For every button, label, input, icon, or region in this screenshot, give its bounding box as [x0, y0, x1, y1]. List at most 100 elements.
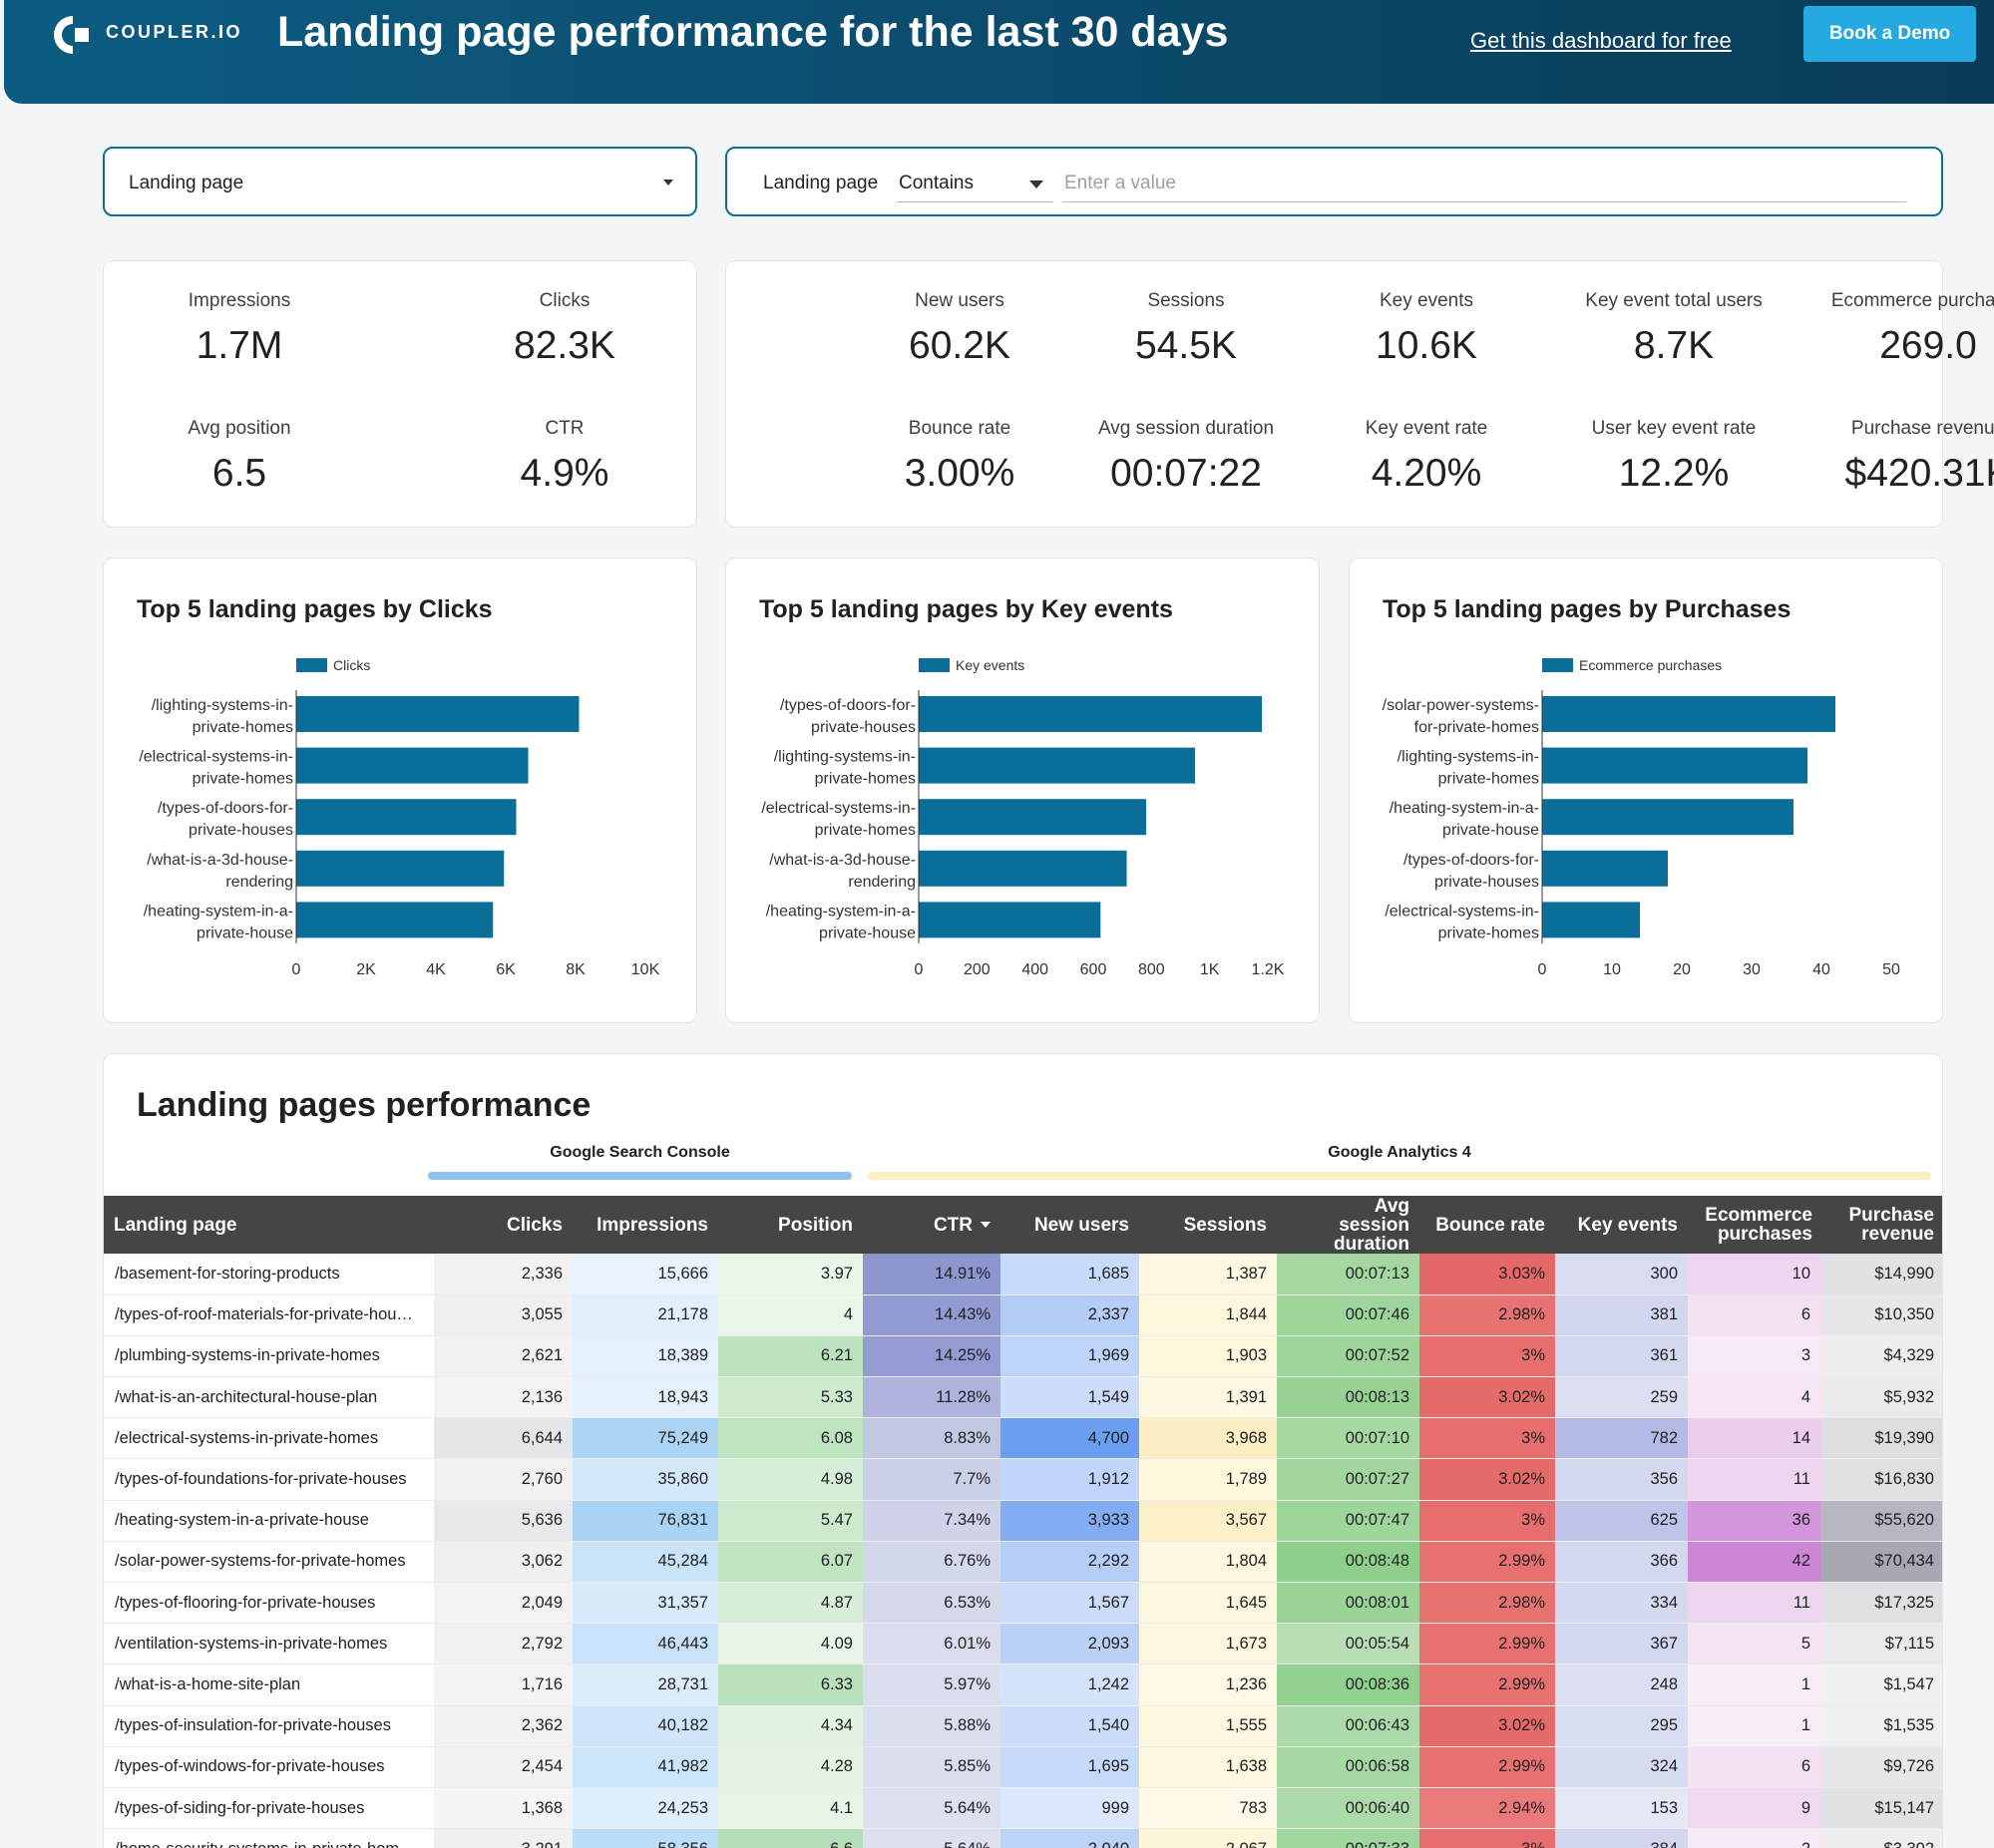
cell-key-events: 384	[1555, 1828, 1688, 1848]
cell-key-events: 356	[1555, 1458, 1688, 1501]
cell-ecommerce-purchases: 1	[1688, 1705, 1820, 1747]
cell-ctr: 5.64%	[863, 1828, 1000, 1848]
cell-purchase-revenue: $15,147	[1820, 1787, 1942, 1830]
x-tick-label: 0	[292, 961, 301, 978]
table-row[interactable]: /types-of-flooring-for-private-houses 2,0…	[104, 1582, 1942, 1625]
table-row[interactable]: /electrical-systems-in-private-homes 6,64…	[104, 1417, 1942, 1460]
table-row[interactable]: /types-of-insulation-for-private-houses 2…	[104, 1705, 1942, 1747]
cell-new-users: 4,700	[1000, 1417, 1139, 1460]
cell-impressions: 28,731	[573, 1663, 718, 1706]
col-header-clicks[interactable]: Clicks	[434, 1196, 573, 1254]
kpi-ctr: CTR 4.9%	[445, 418, 684, 496]
category-label: /types-of-doors-for-	[1403, 852, 1539, 869]
table-row[interactable]: /what-is-an-architectural-house-plan 2,13…	[104, 1376, 1942, 1419]
cell-bounce-rate: 3%	[1419, 1335, 1555, 1378]
cell-ctr: 8.83%	[863, 1417, 1000, 1460]
x-tick-label: 10K	[631, 961, 660, 978]
cell-sessions: 1,844	[1139, 1294, 1277, 1336]
col-header-new-users[interactable]: New users	[1000, 1196, 1139, 1254]
cell-position: 6.33	[718, 1663, 863, 1706]
condition-value: Contains	[899, 173, 974, 193]
cell-clicks: 1,368	[434, 1787, 573, 1830]
cell-landing-page: /types-of-foundations-for-private-houses	[104, 1458, 434, 1501]
col-header-landing-page[interactable]: Landing page	[104, 1196, 434, 1254]
cell-ctr: 6.01%	[863, 1623, 1000, 1665]
table-row[interactable]: /types-of-windows-for-private-houses 2,45…	[104, 1746, 1942, 1788]
kpi-label: Key event rate	[1365, 418, 1488, 439]
landing-page-dropdown[interactable]: Landing page	[103, 147, 697, 216]
cell-new-users: 1,242	[1000, 1663, 1139, 1706]
cell-position: 4.34	[718, 1705, 863, 1747]
table-row[interactable]: /types-of-foundations-for-private-houses…	[104, 1458, 1942, 1501]
x-tick-label: 200	[964, 961, 991, 978]
get-dashboard-link[interactable]: Get this dashboard for free	[1470, 28, 1732, 53]
col-header-avg-session-duration[interactable]: Avg session duration	[1277, 1196, 1419, 1254]
col-header-position[interactable]: Position	[718, 1196, 863, 1254]
filter-field-label: Landing page	[763, 173, 879, 193]
category-label: private-homes	[1438, 924, 1539, 941]
col-header-sessions[interactable]: Sessions	[1139, 1196, 1277, 1254]
table-row[interactable]: /ventilation-systems-in-private-homes 2,7…	[104, 1623, 1942, 1665]
cell-new-users: 2,292	[1000, 1541, 1139, 1584]
col-header-bounce-rate[interactable]: Bounce rate	[1419, 1196, 1555, 1254]
kpi-value: 12.2%	[1618, 452, 1730, 495]
cell-ctr: 14.91%	[863, 1254, 1000, 1295]
table-row[interactable]: /basement-for-storing-products 2,336 15,66…	[104, 1254, 1942, 1295]
table-row[interactable]: /solar-power-systems-for-private-homes 3,…	[104, 1541, 1942, 1584]
cell-purchase-revenue: $10,350	[1820, 1294, 1942, 1336]
col-header-impressions[interactable]: Impressions	[573, 1196, 718, 1254]
cell-purchase-revenue: $3,302	[1820, 1828, 1942, 1848]
cell-position: 5.33	[718, 1376, 863, 1419]
cell-new-users: 1,912	[1000, 1458, 1139, 1501]
bar	[1542, 799, 1794, 836]
col-header-purchase-revenue[interactable]: Purchase revenue	[1820, 1196, 1942, 1254]
table-row[interactable]: /home-security-systems-in-private-hom…3,…	[104, 1828, 1942, 1848]
cell-new-users: 1,567	[1000, 1582, 1139, 1625]
cell-landing-page: /home-security-systems-in-private-hom…	[104, 1828, 434, 1848]
col-header-ctr[interactable]: CTR	[863, 1196, 1000, 1254]
cell-sessions: 1,804	[1139, 1541, 1277, 1584]
cell-new-users: 3,933	[1000, 1500, 1139, 1542]
category-label: private-houses	[1434, 874, 1539, 891]
table-row[interactable]: /plumbing-systems-in-private-homes 2,621 1…	[104, 1335, 1942, 1378]
cell-impressions: 40,182	[573, 1705, 718, 1747]
condition-select[interactable]: Contains	[897, 161, 1053, 202]
table-row[interactable]: /heating-system-in-a-private-house 5,636 7…	[104, 1500, 1942, 1542]
table-row[interactable]: /types-of-roof-materials-for-private-hou…	[104, 1294, 1942, 1336]
book-demo-button[interactable]: Book a Demo	[1803, 6, 1976, 62]
category-label: /electrical-systems-in-	[761, 800, 916, 817]
x-tick-label: 2K	[356, 961, 376, 978]
cell-new-users: 2,093	[1000, 1623, 1139, 1665]
cell-impressions: 35,860	[573, 1458, 718, 1501]
legend-swatch	[919, 658, 950, 672]
cell-new-users: 2,337	[1000, 1294, 1139, 1336]
cell-purchase-revenue: $55,620	[1820, 1500, 1942, 1542]
table-row[interactable]: /types-of-siding-for-private-houses 1,368…	[104, 1787, 1942, 1830]
x-tick-label: 6K	[496, 961, 516, 978]
col-header-key-events[interactable]: Key events	[1555, 1196, 1688, 1254]
kpi-sessions: Sessions 54.5K	[1066, 290, 1306, 368]
cell-landing-page: /basement-for-storing-products	[104, 1254, 434, 1295]
kpi-new-users: New users 60.2K	[840, 290, 1079, 368]
cell-landing-page: /types-of-windows-for-private-houses	[104, 1746, 434, 1788]
cell-avg-session-duration: 00:07:13	[1277, 1254, 1419, 1295]
cell-sessions: 783	[1139, 1787, 1277, 1830]
col-header-ecommerce-purchases[interactable]: Ecommerce purchases	[1688, 1196, 1820, 1254]
x-tick-label: 40	[1812, 961, 1830, 978]
cell-clicks: 2,454	[434, 1746, 573, 1788]
cell-key-events: 153	[1555, 1787, 1688, 1830]
group-bar-gsc	[428, 1172, 852, 1180]
filter-value-input[interactable]	[1062, 161, 1906, 202]
cell-landing-page: /ventilation-systems-in-private-homes	[104, 1623, 434, 1665]
cell-new-users: 1,969	[1000, 1335, 1139, 1378]
cell-clicks: 2,792	[434, 1623, 573, 1665]
cell-impressions: 31,357	[573, 1582, 718, 1625]
cell-key-events: 381	[1555, 1294, 1688, 1336]
cell-ctr: 5.88%	[863, 1705, 1000, 1747]
table-row[interactable]: /what-is-a-home-site-plan 1,716 28,731 6.33…	[104, 1663, 1942, 1706]
chart-card-clicks: Top 5 landing pages by Clicks Clicks/lig…	[103, 557, 697, 1023]
kpi-avg-session-duration: Avg session duration 00:07:22	[1066, 418, 1306, 496]
cell-position: 4.98	[718, 1458, 863, 1501]
cell-bounce-rate: 3%	[1419, 1500, 1555, 1542]
cell-avg-session-duration: 00:07:52	[1277, 1335, 1419, 1378]
